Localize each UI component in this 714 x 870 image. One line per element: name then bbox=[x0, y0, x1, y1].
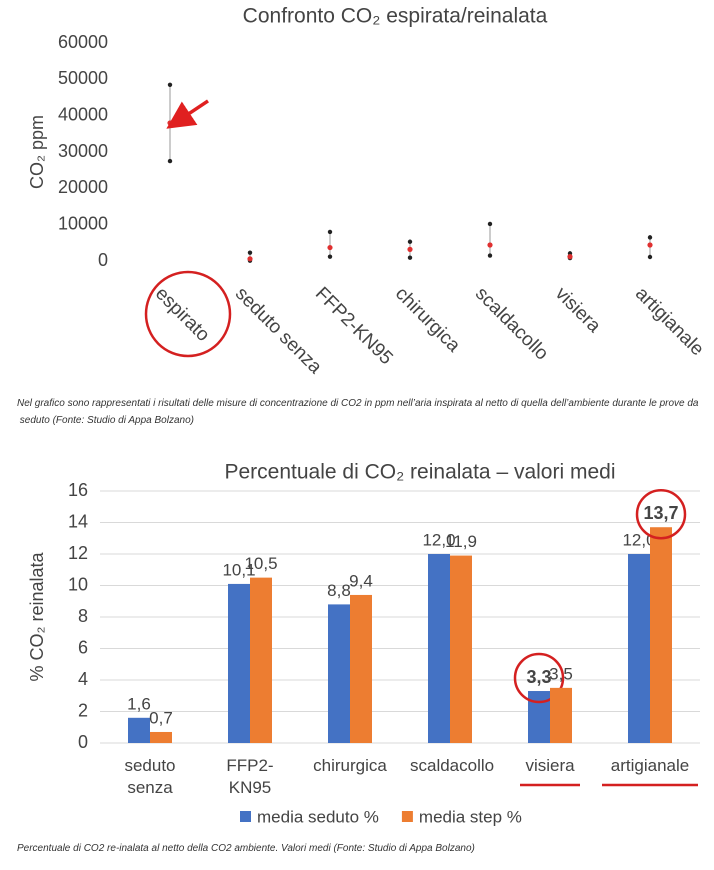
legend-label: media seduto % bbox=[257, 807, 379, 826]
arrow bbox=[166, 99, 209, 129]
y-tick-label: 20000 bbox=[58, 177, 108, 197]
y-tick-label: 0 bbox=[98, 250, 108, 270]
legend-label: media step % bbox=[419, 807, 522, 826]
chart-title: Confronto CO₂ espirata/reinalata bbox=[243, 5, 548, 28]
x-label-box: artigianale bbox=[610, 756, 690, 775]
x-tick-label: artigianale bbox=[631, 283, 708, 360]
bar bbox=[650, 527, 672, 743]
high-marker bbox=[327, 229, 333, 235]
mean-marker bbox=[407, 246, 413, 252]
x-label-box: visiera bbox=[525, 756, 575, 775]
bar bbox=[450, 555, 472, 743]
bar bbox=[428, 554, 450, 743]
caption: Percentuale di CO2 re-inalata al netto d… bbox=[17, 843, 475, 854]
low-marker bbox=[407, 255, 413, 260]
bar bbox=[550, 687, 572, 743]
value-label: 11,9 bbox=[445, 532, 477, 551]
bar bbox=[328, 604, 350, 743]
chart-title: Percentuale di CO₂ reinalata – valori me… bbox=[224, 461, 615, 484]
low-marker bbox=[647, 254, 653, 260]
low-marker bbox=[487, 253, 493, 258]
mean-marker bbox=[647, 242, 653, 248]
y-tick-label: 40000 bbox=[58, 104, 108, 124]
y-tick-label: 12 bbox=[68, 543, 88, 563]
y-tick-label: 6 bbox=[78, 637, 88, 657]
value-label: 12,0 bbox=[422, 530, 455, 549]
value-label: 0,7 bbox=[149, 708, 173, 727]
bar bbox=[228, 583, 250, 743]
y-tick-label: 4 bbox=[78, 669, 88, 689]
y-tick-label: 2 bbox=[78, 700, 88, 720]
y-axis-label: % CO₂ reinalata bbox=[27, 551, 47, 681]
mean-marker bbox=[247, 256, 253, 262]
value-label: 3,5 bbox=[549, 664, 573, 683]
highlight-circle bbox=[635, 488, 687, 540]
bar bbox=[128, 717, 150, 743]
y-tick-label: 30000 bbox=[58, 141, 108, 161]
high-marker bbox=[247, 250, 253, 255]
x-tick-label: FFP2-KN95 bbox=[311, 283, 397, 369]
x-tick-label: visiera bbox=[551, 283, 605, 337]
y-tick-label: 50000 bbox=[58, 68, 108, 88]
y-tick-label: 0 bbox=[78, 732, 88, 752]
x-tick-label: scaldacollo bbox=[410, 756, 495, 775]
x-label-box: seduto senza bbox=[124, 756, 176, 797]
high-marker bbox=[487, 221, 493, 227]
x-tick-label: chirurgica bbox=[391, 283, 464, 356]
bar bbox=[628, 554, 650, 743]
value-label: 8,8 bbox=[327, 581, 351, 600]
bar bbox=[350, 594, 372, 743]
x-label-box: chirurgica bbox=[313, 756, 387, 775]
x-tick-label: scaldacollo bbox=[471, 283, 552, 364]
mean-marker bbox=[167, 120, 173, 126]
x-tick-label: espirato bbox=[151, 283, 214, 346]
y-tick-label: 10000 bbox=[58, 213, 108, 233]
x-tick-label: seduto senza bbox=[124, 756, 176, 797]
mean-marker bbox=[487, 242, 493, 248]
value-label: 13,7 bbox=[643, 503, 678, 523]
y-tick-label: 8 bbox=[78, 606, 88, 626]
highlight-circle bbox=[513, 652, 565, 704]
legend-swatch bbox=[401, 811, 413, 822]
value-label: 1,6 bbox=[127, 694, 151, 713]
x-tick-label: chirurgica bbox=[313, 756, 387, 775]
value-label: 3,3 bbox=[526, 667, 551, 687]
low-marker bbox=[327, 254, 333, 259]
mean-marker bbox=[327, 244, 333, 251]
x-tick-label: FFP2-KN95 bbox=[226, 756, 274, 797]
value-label: 10,5 bbox=[244, 554, 277, 573]
y-tick-label: 16 bbox=[68, 480, 88, 500]
x-label-box: scaldacollo bbox=[410, 756, 495, 775]
high-marker bbox=[407, 239, 413, 244]
caption: Nel grafico sono rappresentati i risulta… bbox=[17, 398, 699, 426]
x-tick-label: artigianale bbox=[610, 756, 690, 775]
x-label-box: FFP2-KN95 bbox=[226, 756, 274, 797]
high-marker bbox=[167, 82, 173, 87]
bar bbox=[528, 691, 550, 743]
value-label: 9,4 bbox=[349, 571, 373, 590]
bar bbox=[250, 577, 272, 743]
y-tick-label: 10 bbox=[68, 574, 88, 594]
bar bbox=[150, 731, 172, 743]
y-tick-label: 60000 bbox=[58, 32, 108, 52]
value-label: 10,1 bbox=[222, 560, 255, 579]
high-marker bbox=[647, 235, 653, 240]
mean-marker bbox=[567, 254, 573, 260]
y-axis-label: CO₂ ppm bbox=[27, 115, 47, 189]
highlight-circle bbox=[144, 270, 232, 358]
y-tick-label: 14 bbox=[68, 511, 88, 531]
low-marker bbox=[167, 158, 173, 164]
legend-swatch bbox=[240, 811, 251, 822]
x-tick-label: visiera bbox=[525, 756, 575, 775]
